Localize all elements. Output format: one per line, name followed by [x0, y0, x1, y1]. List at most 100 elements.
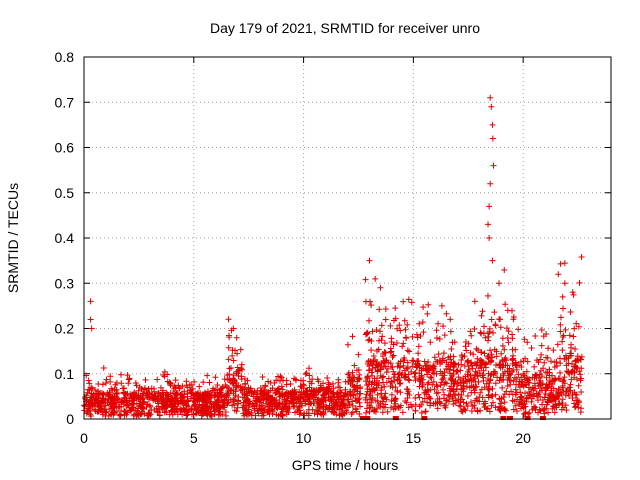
data-point [486, 359, 493, 366]
data-point [163, 409, 170, 416]
data-point [184, 384, 191, 391]
data-point [344, 404, 351, 411]
data-point [544, 384, 551, 391]
data-point [381, 393, 388, 400]
data-point-zero [506, 416, 513, 420]
data-point [393, 339, 400, 346]
data-point [434, 383, 441, 390]
data-point [575, 382, 582, 389]
data-point [260, 412, 267, 419]
data-point [512, 391, 519, 398]
data-point [101, 406, 108, 413]
data-point [365, 381, 372, 388]
data-point [365, 337, 372, 344]
data-point [368, 347, 375, 354]
data-point [150, 385, 157, 392]
data-point [366, 257, 373, 264]
data-point [238, 365, 245, 372]
data-point [225, 332, 232, 339]
data-point [146, 410, 153, 417]
data-point [378, 322, 385, 329]
data-point [488, 351, 495, 358]
data-point [368, 338, 375, 345]
data-point [151, 393, 158, 400]
data-point [356, 395, 363, 402]
data-point [229, 352, 236, 359]
data-point [225, 390, 232, 397]
data-point [192, 390, 199, 397]
data-point [557, 321, 564, 328]
data-point [224, 400, 231, 407]
data-point [409, 403, 416, 410]
data-point [463, 347, 470, 354]
data-point [346, 388, 353, 395]
data-point [100, 391, 107, 398]
data-point [103, 376, 110, 383]
data-point [179, 383, 186, 390]
data-point [546, 366, 553, 373]
data-point [324, 386, 331, 393]
data-point [578, 405, 585, 412]
data-point [418, 409, 425, 416]
data-point [305, 365, 312, 372]
data-point [482, 360, 489, 367]
data-point [136, 400, 143, 407]
y-tick-label: 0 [66, 411, 74, 427]
data-point [453, 368, 460, 375]
data-point [117, 412, 124, 419]
data-point [337, 392, 344, 399]
data-point [501, 267, 508, 274]
data-point [381, 340, 388, 347]
data-point [397, 327, 404, 334]
data-point [524, 358, 531, 365]
data-point [388, 348, 395, 355]
data-point [484, 405, 491, 412]
plot-frame [83, 56, 612, 420]
data-point [274, 403, 281, 410]
data-point [473, 383, 480, 390]
data-point [100, 403, 107, 410]
data-point [182, 408, 189, 415]
data-point [285, 390, 292, 397]
data-point [350, 384, 357, 391]
data-point [530, 387, 537, 394]
data-point [484, 330, 491, 337]
data-point [570, 291, 577, 298]
data-point [471, 298, 478, 305]
data-point [259, 373, 266, 380]
data-point [155, 389, 162, 396]
data-point [448, 346, 455, 353]
data-point [512, 346, 519, 353]
data-point [265, 378, 272, 385]
data-point [498, 350, 505, 357]
data-point [163, 401, 170, 408]
data-point [349, 333, 356, 340]
data-point [442, 402, 449, 409]
data-point [259, 402, 266, 409]
data-point [525, 377, 532, 384]
data-point [377, 404, 384, 411]
data-point [345, 371, 352, 378]
data-point [559, 347, 566, 354]
x-tick-label: 5 [190, 430, 198, 446]
data-point [435, 389, 442, 396]
data-point [443, 359, 450, 366]
data-point [170, 385, 177, 392]
data-point [482, 361, 489, 368]
data-point [293, 377, 300, 384]
data-point [568, 341, 575, 348]
data-point [577, 371, 584, 378]
data-point [510, 367, 517, 373]
data-point [497, 324, 504, 331]
data-point [113, 408, 120, 415]
data-point [478, 348, 485, 355]
data-point [573, 376, 580, 383]
data-point [474, 369, 481, 376]
data-point [448, 359, 455, 366]
data-point [326, 383, 333, 390]
data-point [406, 348, 413, 355]
data-point [374, 375, 381, 382]
data-point [206, 404, 213, 411]
data-point-zero [500, 416, 507, 420]
data-point [246, 398, 253, 405]
